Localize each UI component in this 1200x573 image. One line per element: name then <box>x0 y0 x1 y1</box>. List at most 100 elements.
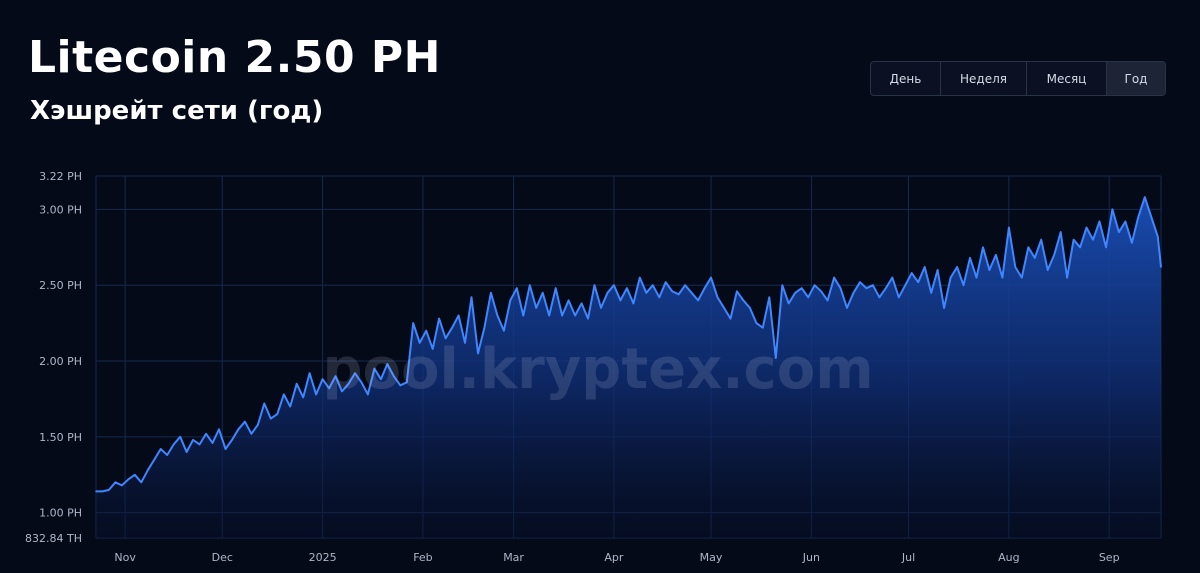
time-range-switch: День Неделя Месяц Год <box>870 61 1166 96</box>
data-point <box>703 287 706 290</box>
x-tick-label: 2025 <box>309 551 337 564</box>
x-axis: Nov Dec 2025 Feb Mar Apr May Jun Jul Aug Sep <box>114 551 1119 564</box>
data-point <box>1040 238 1042 241</box>
data-point <box>470 296 473 299</box>
area-fill-layer <box>96 197 1161 538</box>
range-month-button[interactable]: Месяц <box>1027 62 1107 95</box>
data-point <box>431 348 434 350</box>
data-point <box>1137 216 1140 218</box>
data-point <box>833 276 835 279</box>
x-tick-label: Aug <box>998 551 1019 564</box>
data-point <box>813 284 816 287</box>
data-point <box>898 296 900 299</box>
data-point <box>949 276 952 279</box>
data-point <box>406 381 408 384</box>
data-point <box>276 413 279 415</box>
data-point <box>1021 276 1023 279</box>
y-axis: 3.22 PH 3.00 PH 2.50 PH 2.00 PH 1.50 PH 1.00 … <box>25 170 82 545</box>
data-point <box>561 314 563 317</box>
data-point <box>159 448 162 450</box>
data-point <box>1098 220 1101 223</box>
data-point <box>1092 238 1094 241</box>
data-point <box>354 372 356 375</box>
x-tick-label: Jun <box>802 551 820 564</box>
data-point <box>593 284 596 287</box>
data-point <box>645 292 648 294</box>
data-point <box>995 254 997 256</box>
data-point <box>380 378 382 381</box>
data-point <box>723 307 725 309</box>
data-point <box>393 375 395 378</box>
data-point <box>904 284 907 287</box>
data-point <box>347 383 350 385</box>
watermark: pool.kryptex.com <box>322 337 873 402</box>
y-tick-label: 2.50 PH <box>39 279 82 292</box>
data-point <box>781 284 784 287</box>
range-week-button[interactable]: Неделя <box>941 62 1027 95</box>
x-tick-label: May <box>700 551 723 564</box>
x-tick-label: Sep <box>1099 551 1120 564</box>
data-point <box>283 393 285 396</box>
x-tick-label: Jul <box>901 551 915 564</box>
data-point <box>490 292 492 294</box>
data-point <box>321 378 324 381</box>
data-point <box>198 443 201 446</box>
data-point <box>613 284 615 287</box>
range-day-button[interactable]: День <box>871 62 941 95</box>
data-point <box>800 287 803 290</box>
data-point <box>1072 238 1075 241</box>
data-point <box>224 448 227 450</box>
data-point <box>477 352 479 355</box>
data-point <box>1111 208 1114 211</box>
data-point <box>962 284 965 287</box>
data-point <box>95 490 97 493</box>
series-area-fill <box>96 197 1161 538</box>
data-point <box>503 329 505 332</box>
data-point <box>1160 266 1162 268</box>
data-point <box>127 478 130 481</box>
data-point <box>794 292 796 294</box>
data-point <box>457 314 460 317</box>
data-point <box>885 287 887 290</box>
data-point <box>399 384 402 387</box>
data-point <box>438 317 440 320</box>
data-point <box>936 269 939 271</box>
data-point <box>516 287 518 290</box>
data-point <box>412 322 415 324</box>
data-point <box>671 290 673 293</box>
data-point <box>1059 231 1062 233</box>
data-point <box>367 393 369 396</box>
data-point <box>529 284 531 287</box>
series-line-layer <box>95 196 1162 493</box>
data-point <box>658 296 661 299</box>
data-point <box>716 296 719 299</box>
data-point <box>632 302 635 305</box>
range-year-button[interactable]: Год <box>1107 62 1165 95</box>
data-point <box>418 342 421 344</box>
data-point <box>548 314 550 317</box>
data-point <box>956 266 958 268</box>
data-point <box>600 307 602 309</box>
data-point <box>1085 226 1088 229</box>
data-point <box>762 326 764 329</box>
data-point <box>257 423 259 426</box>
data-point <box>710 276 712 279</box>
data-point <box>483 326 486 329</box>
data-point <box>975 276 978 279</box>
data-point <box>878 296 881 299</box>
data-point <box>496 314 499 317</box>
data-point <box>820 290 822 293</box>
data-point <box>917 281 919 284</box>
data-point <box>606 292 609 294</box>
data-point <box>768 296 771 299</box>
data-point <box>270 417 272 420</box>
data-point <box>749 307 751 309</box>
data-point <box>244 420 246 423</box>
data-point <box>134 474 136 476</box>
data-point <box>988 269 991 271</box>
data-point <box>179 436 181 438</box>
data-point <box>541 292 544 294</box>
data-point <box>302 396 305 399</box>
